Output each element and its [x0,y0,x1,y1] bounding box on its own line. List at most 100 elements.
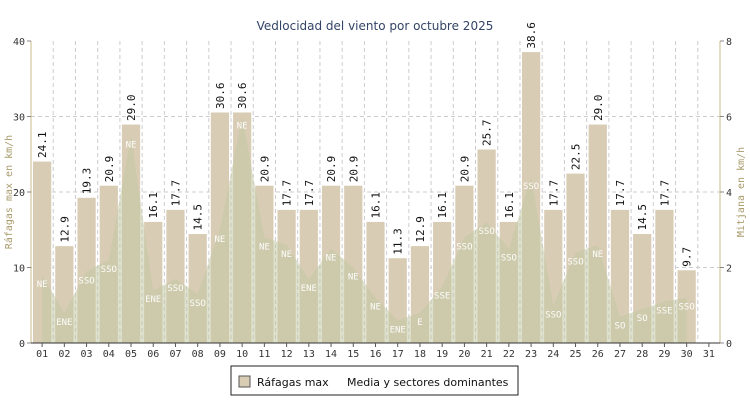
bar-data-label: 38.6 [525,22,538,49]
sector-label: SSO [478,227,494,237]
sector-label: SSO [679,303,695,313]
bar-data-label: 14.5 [192,204,205,231]
bar-data-label: 20.9 [325,156,338,183]
sector-label: SSO [567,257,583,267]
sector-label: SO [615,322,626,332]
x-tick-label: 20 [458,349,470,360]
bar-data-label: 9.7 [681,247,694,267]
bar-data-label: 14.5 [636,204,649,231]
x-tick-label: 31 [703,349,715,360]
x-tick-label: 30 [681,349,693,360]
x-tick-label: 14 [325,349,337,360]
x-tick-label: 17 [392,349,404,360]
sector-label: SSO [456,242,472,252]
area-fill [42,116,687,343]
sector-label: SSE [656,306,672,316]
x-tick-label: 02 [58,349,70,360]
x-tick-label: 18 [414,349,426,360]
bar-data-label: 16.1 [370,192,383,219]
sector-label: NE [281,250,292,260]
sector-label: NE [348,273,359,283]
bar-data-label: 17.7 [658,180,671,207]
y-tick-label-left: 30 [13,113,25,124]
sector-label: ENE [145,295,161,305]
area-series [42,116,687,343]
sector-label: SSE [434,291,450,301]
bar-data-label: 20.9 [258,156,271,183]
x-tick-label: 27 [614,349,626,360]
sector-label: NE [326,254,337,264]
x-tick-label: 10 [236,349,248,360]
sector-label: NE [259,242,270,252]
chart-title: Vedlocidad del viento por octubre 2025 [257,19,494,33]
sector-label: SSO [523,182,539,192]
x-tick-label: 13 [303,349,315,360]
bar-data-label: 11.3 [392,228,405,255]
x-tick-label: 24 [547,349,559,360]
bar-labels: 24.1 12.9 19.3 20.9 29.0 16.1 17.7 14.5 30.6 30.6… [36,22,694,267]
y-tick-label-left: 10 [13,264,25,275]
legend-entry-area: Media y sectores dominantes [347,376,509,389]
sector-label: SSO [190,299,206,309]
bar-data-label: 17.7 [303,180,316,207]
bar-data-label: 29.0 [125,95,138,122]
x-tick-label: 22 [503,349,515,360]
y-tick-label-right: 2 [726,264,732,275]
y-tick-label-left: 40 [13,37,25,48]
bar-data-label: 17.7 [614,180,627,207]
y-tick-label-right: 6 [726,113,732,124]
legend-swatch-bars [238,375,251,388]
sector-label: ENE [301,284,317,294]
x-tick-label: 04 [103,349,115,360]
sector-label: NE [126,140,137,150]
sector-label: NE [214,235,225,245]
bar-data-label: 30.6 [214,82,227,109]
y-axis-label-right: Mitjana en km/h [736,147,747,237]
sector-label: SSO [101,265,117,275]
bar-data-label: 20.9 [458,156,471,183]
bar-data-label: 20.9 [103,156,116,182]
x-tick-label: 07 [169,349,181,360]
x-tick-label: 26 [592,349,604,360]
x-tick-label: 05 [125,349,137,360]
sector-label: NE [237,122,248,132]
bar-data-label: 12.9 [414,216,427,243]
y-axis-label-left: Ráfagas max en km/h [3,135,15,249]
bar-data-label: 17.7 [547,180,560,207]
bar-data-label: 17.7 [169,180,182,207]
sector-label: ENE [56,318,72,328]
x-tick-label: 21 [481,349,493,360]
y-tick-label-left: 0 [19,339,25,350]
sector-label: SSO [545,310,561,320]
bar-data-label: 25.7 [481,119,494,146]
bar-data-label: 29.0 [592,95,605,122]
y-tick-label-right: 0 [726,339,732,350]
x-tick-label: 25 [570,349,582,360]
bar-data-label: 16.1 [147,192,160,219]
x-tick-label: 03 [81,349,93,360]
bar-data-label: 16.1 [436,192,449,219]
sector-label: SSO [78,276,94,286]
bar-data-label: 12.9 [58,216,71,243]
sector-label: SSO [501,254,517,264]
bar-data-label: 17.7 [281,180,294,207]
y-tick-label-right: 4 [726,188,732,199]
x-tick-label: 16 [369,349,381,360]
legend-box [230,365,519,396]
sector-label: NE [592,250,603,260]
sector-label: SO [637,314,648,324]
y-tick-label-right: 8 [726,37,732,48]
sector-label: NE [370,303,381,313]
x-tick-label: 28 [636,349,648,360]
bar-data-label: 16.1 [503,192,516,219]
sector-label: NE [37,280,48,290]
legend: Ráfagas max Media y sectores dominantes [230,365,519,396]
bar-data-label: 24.1 [36,132,49,159]
legend-entry-bars: Ráfagas max [257,376,329,389]
x-tick-label: 09 [214,349,226,360]
bar-data-label: 30.6 [236,82,249,108]
bar-data-label: 22.5 [570,144,583,171]
sector-label: E [417,318,422,328]
x-tick-label: 01 [36,349,48,360]
